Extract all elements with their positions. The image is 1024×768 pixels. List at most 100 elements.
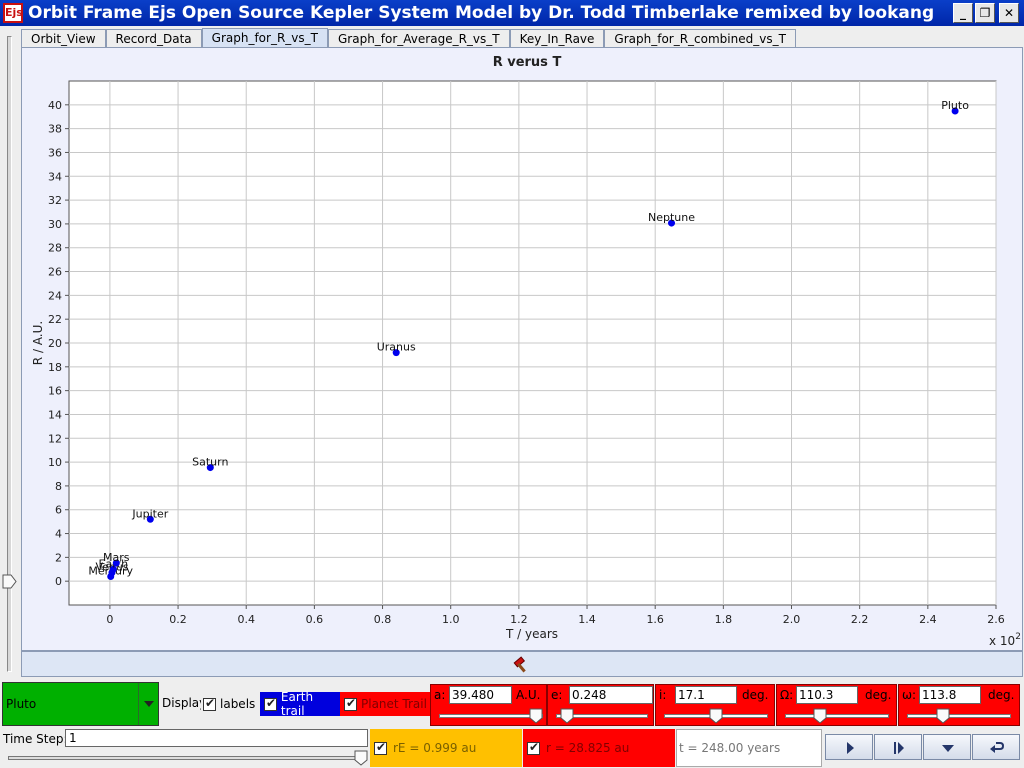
x-tick-label: 0.8 bbox=[374, 613, 392, 626]
param-omega-cap-panel: Ω: 110.3 deg. bbox=[776, 684, 897, 726]
point-label-jupiter: Jupiter bbox=[131, 507, 168, 520]
reset-button[interactable] bbox=[972, 734, 1020, 760]
y-tick-label: 8 bbox=[55, 480, 62, 493]
chevron-down-icon[interactable] bbox=[138, 683, 158, 725]
tab-record-data[interactable]: Record_Data bbox=[105, 29, 202, 48]
hammer-icon[interactable] bbox=[512, 656, 530, 674]
slider-thumb[interactable] bbox=[354, 750, 368, 766]
y-tick-label: 4 bbox=[55, 528, 62, 541]
param-a-panel: a: 39.480 A.U. bbox=[430, 684, 547, 726]
param-omega-cap-slider[interactable] bbox=[785, 708, 889, 724]
grid-lines bbox=[69, 81, 997, 605]
y-tick-label: 2 bbox=[55, 551, 62, 564]
planet-trail-checkbox[interactable] bbox=[344, 696, 357, 711]
title-bar: Ejs Orbit Frame Ejs Open Source Kepler S… bbox=[0, 0, 1024, 26]
y-axis-label: R / A.U. bbox=[31, 321, 45, 365]
labels-checkbox-group[interactable]: labels bbox=[203, 694, 255, 714]
slider-track bbox=[7, 36, 12, 672]
labels-checkbox[interactable] bbox=[203, 696, 216, 711]
planet-trail-toggle[interactable]: Planet Trail bbox=[340, 692, 430, 716]
x-tick-label: 2.4 bbox=[919, 613, 937, 626]
param-a-input[interactable]: 39.480 bbox=[449, 686, 512, 704]
y-tick-label: 12 bbox=[48, 432, 62, 445]
tab-bar: Orbit_View Record_Data Graph_for_R_vs_T … bbox=[21, 28, 796, 48]
minimize-button[interactable]: _ bbox=[953, 3, 973, 23]
param-omega-cap-unit: deg. bbox=[865, 688, 892, 702]
chevron-down-icon bbox=[942, 745, 954, 752]
param-omega-cap-input[interactable]: 110.3 bbox=[796, 686, 858, 704]
slider-thumb[interactable] bbox=[2, 574, 17, 589]
earth-trail-checkbox[interactable] bbox=[264, 696, 277, 711]
y-tick-label: 38 bbox=[48, 123, 62, 136]
planet-dropdown[interactable]: Pluto bbox=[2, 682, 159, 726]
time-step-slider[interactable] bbox=[2, 750, 368, 766]
y-tick-label: 30 bbox=[48, 218, 62, 231]
param-omega-panel: ω: 113.8 deg. bbox=[898, 684, 1020, 726]
planet-radius-checkbox[interactable] bbox=[527, 740, 540, 755]
time-step-input[interactable]: 1 bbox=[65, 729, 368, 747]
x-tick-label: 0.2 bbox=[169, 613, 187, 626]
step-forward-icon bbox=[894, 742, 904, 754]
time-display: t = 248.00 years bbox=[676, 729, 822, 767]
x-axis-multiplier: x 102 bbox=[989, 632, 1021, 648]
y-tick-label: 26 bbox=[48, 266, 62, 279]
x-axis-ticks: 0 0.2 0.4 0.6 0.8 1.0 1.2 1.4 1.6 1.8 2.0 2.2 2.4 2.6 bbox=[106, 605, 1005, 626]
planet-radius-display: r = 28.825 au bbox=[523, 729, 675, 767]
y-tick-label: 36 bbox=[48, 146, 62, 159]
planet-dropdown-value: Pluto bbox=[6, 697, 37, 711]
tab-graph-average-r-vs-t[interactable]: Graph_for_Average_R_vs_T bbox=[327, 29, 510, 48]
slider-thumb[interactable] bbox=[813, 708, 827, 724]
x-tick-label: 1.4 bbox=[578, 613, 596, 626]
slider-thumb[interactable] bbox=[709, 708, 723, 724]
param-omega-input[interactable]: 113.8 bbox=[919, 686, 981, 704]
window-title: Orbit Frame Ejs Open Source Kepler Syste… bbox=[28, 3, 935, 23]
param-i-slider[interactable] bbox=[664, 708, 768, 724]
x-axis-label: T / years bbox=[505, 627, 558, 641]
slider-thumb[interactable] bbox=[560, 708, 574, 724]
r-vs-t-chart[interactable]: R verus T 0 0.2 0.4 0.6 0.8 1.0 1.2 1.4 1.6 1.8 2.… bbox=[22, 48, 1022, 650]
param-e-input[interactable]: 0.248 bbox=[569, 686, 653, 704]
y-tick-label: 40 bbox=[48, 99, 62, 112]
x-tick-label: 1.8 bbox=[715, 613, 733, 626]
param-a-slider[interactable] bbox=[439, 708, 543, 724]
play-icon bbox=[847, 742, 854, 754]
data-point-mars bbox=[112, 559, 120, 567]
x-tick-label: 1.2 bbox=[510, 613, 528, 626]
step-button[interactable] bbox=[874, 734, 922, 760]
options-button[interactable] bbox=[923, 734, 971, 760]
vertical-zoom-slider[interactable] bbox=[0, 28, 18, 680]
y-tick-label: 0 bbox=[55, 575, 62, 588]
tab-orbit-view[interactable]: Orbit_View bbox=[21, 29, 106, 48]
graph-panel[interactable]: R verus T 0 0.2 0.4 0.6 0.8 1.0 1.2 1.4 1.6 1.8 2.… bbox=[21, 47, 1023, 651]
earth-radius-checkbox[interactable] bbox=[374, 740, 387, 755]
time-step-label: Time Step: bbox=[3, 732, 68, 746]
tab-graph-r-vs-t[interactable]: Graph_for_R_vs_T bbox=[201, 28, 328, 48]
ejs-app-icon: Ejs bbox=[3, 3, 23, 23]
x-tick-label: 0 bbox=[106, 613, 113, 626]
y-tick-label: 34 bbox=[48, 170, 62, 183]
tab-graph-r-combined-vs-t[interactable]: Graph_for_R_combined_vs_T bbox=[604, 29, 796, 48]
slider-thumb[interactable] bbox=[936, 708, 950, 724]
data-point-saturn bbox=[206, 464, 214, 472]
param-a-label: a: bbox=[434, 688, 446, 702]
slider-thumb[interactable] bbox=[529, 708, 543, 724]
close-button[interactable]: ✕ bbox=[999, 3, 1019, 23]
earth-radius-value: rE = 0.999 au bbox=[393, 741, 477, 755]
param-omega-label: ω: bbox=[902, 688, 917, 702]
play-button[interactable] bbox=[825, 734, 873, 760]
data-point-jupiter bbox=[146, 515, 154, 523]
maximize-button[interactable]: ❐ bbox=[975, 3, 995, 23]
param-omega-cap-label: Ω: bbox=[780, 688, 794, 702]
param-i-input[interactable]: 17.1 bbox=[675, 686, 737, 704]
param-i-label: i: bbox=[659, 688, 667, 702]
param-omega-slider[interactable] bbox=[907, 708, 1011, 724]
tab-key-in-rave[interactable]: Key_In_Rave bbox=[509, 29, 605, 48]
y-tick-label: 32 bbox=[48, 194, 62, 207]
reset-arrow-icon bbox=[990, 742, 1005, 753]
point-label-saturn: Saturn bbox=[192, 456, 228, 469]
param-e-slider[interactable] bbox=[556, 708, 648, 724]
earth-trail-toggle[interactable]: Earth trail bbox=[260, 690, 340, 718]
y-tick-label: 24 bbox=[48, 289, 62, 302]
y-tick-label: 10 bbox=[48, 456, 62, 469]
